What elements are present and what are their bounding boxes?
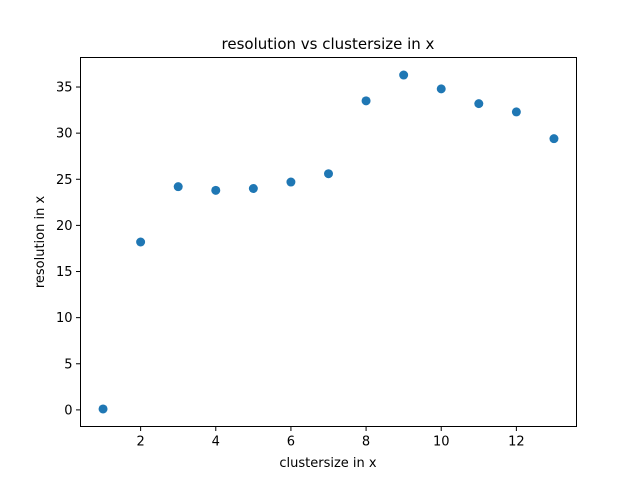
x-axis-label: clustersize in x <box>279 456 377 471</box>
y-tick-label: 0 <box>64 403 72 418</box>
y-tick-label: 30 <box>56 127 73 142</box>
data-point <box>436 84 446 94</box>
data-point <box>549 134 559 144</box>
data-point <box>248 184 258 193</box>
data-point <box>98 404 108 414</box>
x-axis-ticks: 2 4 6 8 10 12 <box>136 426 525 450</box>
y-tick-label: 5 <box>64 357 72 372</box>
y-tick-label: 15 <box>56 265 73 280</box>
data-point <box>211 185 221 195</box>
x-tick-label: 10 <box>433 435 450 450</box>
plot-frame <box>80 57 577 427</box>
x-tick-label: 6 <box>287 435 295 450</box>
data-point <box>511 107 521 117</box>
y-tick-label: 25 <box>56 173 73 188</box>
x-tick-label: 8 <box>362 435 370 450</box>
data-point <box>286 177 296 187</box>
data-points <box>98 70 559 414</box>
x-tick-label: 2 <box>136 435 144 450</box>
y-tick-label: 10 <box>56 311 73 326</box>
data-point <box>361 96 371 106</box>
data-point <box>474 99 484 109</box>
y-axis-ticks: 0 5 10 15 20 25 30 35 <box>56 81 81 418</box>
data-point <box>136 237 146 247</box>
y-tick-label: 20 <box>56 219 73 234</box>
data-point <box>399 70 409 80</box>
x-tick-label: 12 <box>508 435 525 450</box>
x-tick-label: 4 <box>212 435 220 450</box>
data-point <box>324 169 333 179</box>
y-axis-label: resolution in x <box>33 196 48 289</box>
chart-title: resolution vs clustersize in x <box>222 35 435 53</box>
y-tick-label: 35 <box>56 81 73 96</box>
data-point <box>173 182 183 192</box>
